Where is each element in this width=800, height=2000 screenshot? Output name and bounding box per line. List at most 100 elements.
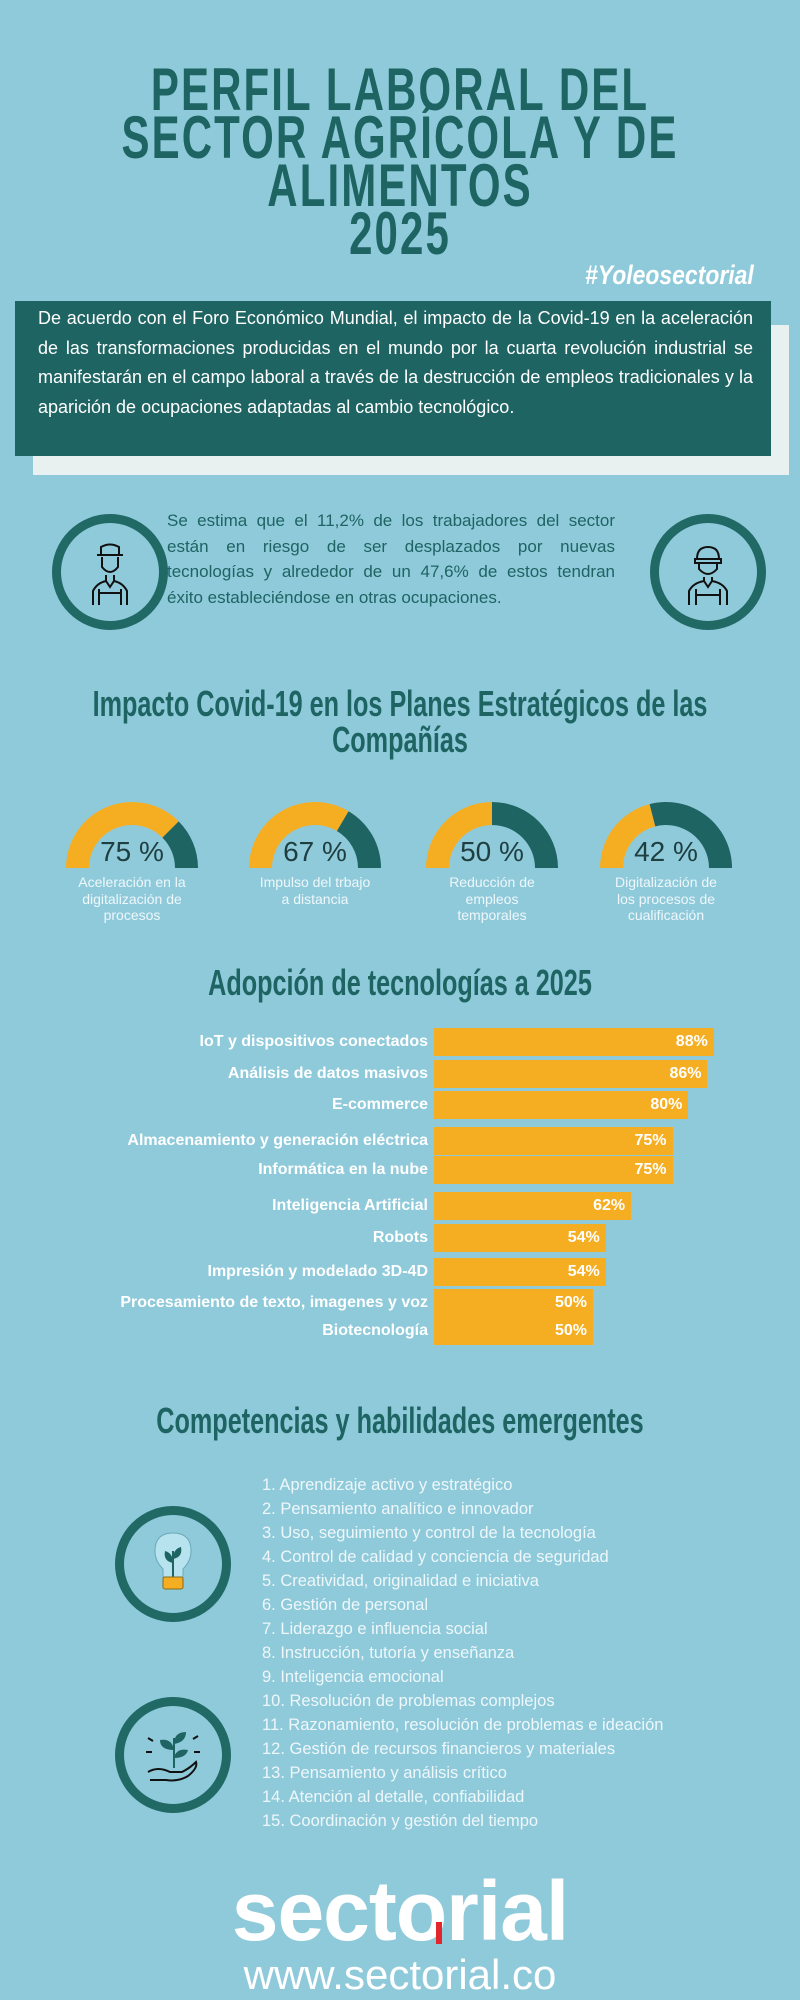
skills-list: 1. Aprendizaje activo y estratégico 2. Pe… — [262, 1473, 663, 1833]
gauge-caption: Digitalización de los procesos de cualif… — [615, 874, 717, 923]
bar-label: Inteligencia Artificial — [272, 1197, 428, 1214]
bar-value-label: 50% — [554, 1294, 587, 1311]
lightbulb-plant-icon — [154, 1532, 192, 1590]
hashtag: #Yoleosectorial — [585, 260, 754, 290]
gauge-chart — [426, 802, 558, 868]
title-year: 2025 — [349, 200, 451, 267]
bar-label: Impresión y modelado 3D-4D — [207, 1263, 429, 1280]
bar: 75% — [434, 1127, 673, 1155]
skill-item: 10. Resolución de problemas complejos — [262, 1692, 555, 1710]
gauge-value: 67 % — [283, 836, 347, 867]
bar-value-label: 86% — [669, 1065, 702, 1082]
bar-row: Procesamiento de texto, imagenes y voz 50… — [0, 1289, 800, 1317]
gauge-caption: Aceleración en la digitalización de proc… — [78, 874, 186, 923]
farmer-icon — [92, 543, 128, 605]
skill-item: 14. Atención al detalle, confiabilidad — [262, 1788, 525, 1806]
bar: 54% — [434, 1224, 606, 1252]
sectorial-logo: sectorial — [231, 1864, 570, 1958]
bar: 50% — [434, 1289, 593, 1317]
bar-label: E-commerce — [331, 1096, 428, 1113]
bar-value-label: 54% — [567, 1229, 600, 1246]
gauge-fill — [66, 802, 179, 868]
bar-label: Análisis de datos masivos — [227, 1065, 428, 1082]
skill-item: 2. Pensamiento analítico e innovador — [262, 1500, 534, 1518]
bar-label: Procesamiento de texto, imagenes y voz — [120, 1294, 428, 1311]
gauge-caption: Reducción de empleos temporales — [449, 874, 535, 923]
title-line: ALIMENTOS — [267, 152, 533, 219]
gauge-fill — [426, 802, 492, 868]
farmer-icon-circle — [52, 514, 168, 630]
skills-section-title: Competencias y habilidades emergentes — [156, 1400, 644, 1441]
bar: 80% — [434, 1091, 689, 1119]
skill-item: 5. Creatividad, originalidad e iniciativ… — [262, 1572, 539, 1590]
bar-value-label: 50% — [554, 1322, 587, 1339]
intro-text: De acuerdo con el Foro Económico Mundial… — [38, 308, 753, 417]
bar-row: Robots 54% — [0, 1224, 800, 1252]
bar-value-label: 80% — [650, 1096, 683, 1113]
bar-row: Informática en la nube 75% — [0, 1156, 800, 1184]
worker-icon-circle — [650, 514, 766, 630]
displacement-stat-text: Se estima que el 11,2% de los trabajador… — [167, 511, 615, 608]
intro-box — [15, 301, 771, 456]
gauge-value: 42 % — [634, 836, 698, 867]
bar-label: Almacenamiento y generación eléctrica — [127, 1132, 428, 1149]
bar-label: IoT y dispositivos conectados — [199, 1033, 429, 1050]
skill-item: 11. Razonamiento, resolución de problema… — [262, 1716, 664, 1734]
skill-item: 15. Coordinación y gestión del tiempo — [262, 1812, 539, 1830]
skill-item: 6. Gestión de personal — [262, 1596, 429, 1614]
bar: 54% — [434, 1258, 606, 1286]
skill-item: 12. Gestión de recursos financieros y ma… — [262, 1740, 616, 1758]
gauge-fill — [249, 802, 349, 868]
bar-label: Biotecnología — [322, 1322, 428, 1339]
skill-item: 1. Aprendizaje activo y estratégico — [262, 1476, 513, 1494]
gauge-value: 75 % — [100, 836, 164, 867]
bar: 62% — [434, 1192, 632, 1220]
bar-label: Robots — [372, 1229, 428, 1246]
gauge: 75 % Aceleración en la digitalización de … — [57, 800, 207, 924]
gauge: 42 % Digitalización de los procesos de cu… — [591, 800, 741, 924]
bar-label: Informática en la nube — [258, 1161, 428, 1178]
bar-value-label: 62% — [593, 1197, 626, 1214]
website-link[interactable]: www.sectorial.co — [243, 1951, 557, 1998]
gauge-fill — [600, 804, 656, 868]
bar-row: Biotecnología 50% — [0, 1317, 800, 1345]
logo-red-accent — [436, 1922, 442, 1944]
gauge-remainder — [162, 821, 198, 868]
gauge: 50 % Reducción de empleos temporales — [417, 800, 567, 924]
gauge-remainder — [492, 802, 558, 868]
bar: 88% — [434, 1028, 714, 1056]
gauge-chart — [249, 802, 381, 868]
gauge-chart — [600, 802, 732, 868]
skill-item: 3. Uso, seguimiento y control de la tecn… — [262, 1524, 596, 1542]
bar: 50% — [434, 1317, 593, 1345]
bar-value-label: 75% — [634, 1161, 667, 1178]
bar-value-label: 54% — [567, 1263, 600, 1280]
skill-item: 9. Inteligencia emocional — [262, 1668, 444, 1686]
skill-item: 8. Instrucción, tutoría y enseñanza — [262, 1644, 515, 1662]
impact-section-title: Impacto Covid-19 en los Planes Estratégi… — [92, 683, 708, 760]
gauge-remainder — [649, 802, 732, 868]
adoption-section-title: Adopción de tecnologías a 2025 — [208, 962, 592, 1003]
bar-row: Análisis de datos masivos 86% — [0, 1060, 800, 1088]
bar-row: Almacenamiento y generación eléctrica 75% — [0, 1127, 800, 1155]
lightbulb-icon-circle — [115, 1506, 231, 1622]
skill-item: 13. Pensamiento y análisis crítico — [262, 1764, 507, 1782]
skill-item: 7. Liderazgo e influencia social — [262, 1620, 488, 1638]
bar: 75% — [434, 1156, 673, 1184]
bar-row: Inteligencia Artificial 62% — [0, 1192, 800, 1220]
hand-plant-icon-circle — [115, 1697, 231, 1813]
bar-row: Impresión y modelado 3D-4D 54% — [0, 1258, 800, 1286]
bar-value-label: 75% — [634, 1132, 667, 1149]
bar-value-label: 88% — [675, 1033, 708, 1050]
gauge-remainder — [336, 811, 381, 868]
bar-row: E-commerce 80% — [0, 1091, 800, 1119]
skill-item: 4. Control de calidad y conciencia de se… — [262, 1548, 609, 1566]
bar-row: IoT y dispositivos conectados 88% — [0, 1028, 800, 1056]
gauge: 67 % Impulso del trbajo a distancia — [240, 800, 390, 907]
worker-cap-icon — [688, 545, 728, 605]
title-line: PERFIL LABORAL DEL — [150, 56, 650, 123]
page-title: PERFIL LABORAL DEL SECTOR AGRÍCOLA Y DE … — [50, 56, 750, 267]
title-line: SECTOR AGRÍCOLA Y DE — [121, 104, 679, 171]
gauge-chart — [66, 802, 198, 868]
hand-plant-icon — [146, 1732, 200, 1782]
